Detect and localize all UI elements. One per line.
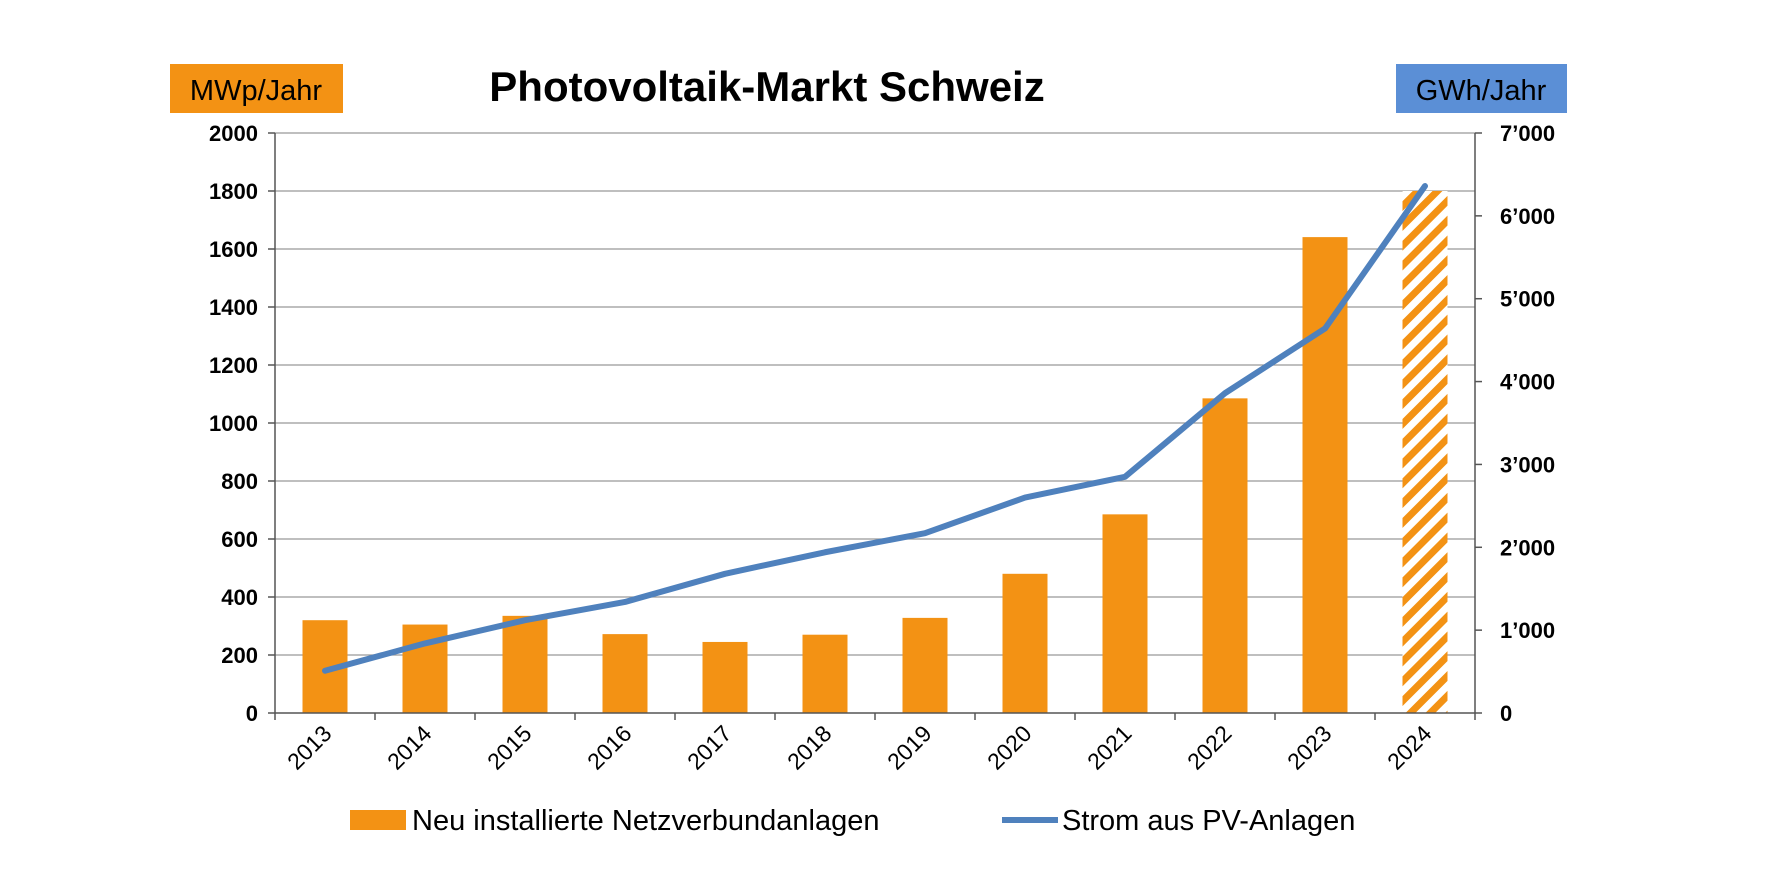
- category-label-2020: 2020: [982, 720, 1037, 775]
- bar-2017: [702, 641, 748, 713]
- right-tick-label: 1’000: [1500, 618, 1555, 643]
- right-tick-label: 4’000: [1500, 370, 1555, 395]
- left-tick-label: 800: [221, 469, 258, 494]
- legend-bar-label: Neu installierte Netzverbundanlagen: [412, 805, 880, 837]
- category-labels: 2013 2014 2015 2016 2017 2018 2019 2020 2021 2022…: [282, 720, 1437, 775]
- left-unit-box: [170, 64, 343, 113]
- left-tick-label: 1600: [209, 237, 258, 262]
- pv-strom-line: [322, 183, 1428, 674]
- bar-2018: [802, 634, 848, 713]
- left-axis-ticks: 0 200 400 600 800 1000 1200 1400 1600 1800 2000: [209, 121, 258, 726]
- category-label-2019: 2019: [882, 720, 937, 775]
- category-label-2022: 2022: [1182, 720, 1237, 775]
- left-tick-label: 1200: [209, 353, 258, 378]
- bar-2015: [502, 615, 548, 713]
- right-tick-label: 2’000: [1500, 535, 1555, 560]
- left-unit-label: MWp/Jahr: [190, 75, 322, 107]
- category-label-2021: 2021: [1082, 720, 1137, 775]
- left-tick-label: 400: [221, 585, 258, 610]
- bar-2019: [902, 617, 948, 713]
- bar-2020: [1002, 573, 1048, 713]
- bar-series: [302, 191, 1448, 714]
- right-tick-label: 7’000: [1500, 121, 1555, 146]
- bar-2024: [1402, 191, 1448, 713]
- right-unit-label: GWh/Jahr: [1416, 75, 1547, 107]
- left-tick-label: 1800: [209, 179, 258, 204]
- right-unit-box: [1396, 64, 1567, 113]
- left-tick-label: 0: [246, 701, 258, 726]
- right-tick-label: 6’000: [1500, 204, 1555, 229]
- category-label-2015: 2015: [482, 720, 537, 775]
- chart-title: Photovoltaik-Markt Schweiz: [489, 63, 1044, 110]
- gridlines: [275, 132, 1475, 656]
- right-tick-label: 0: [1500, 701, 1512, 726]
- category-label-2014: 2014: [382, 720, 437, 775]
- category-label-2013: 2013: [282, 720, 337, 775]
- right-axis-ticks: 0 1’000 2’000 3’000 4’000 5’000 6’000 7’000: [1500, 121, 1555, 726]
- line-series: [322, 183, 1428, 674]
- category-label-2018: 2018: [782, 720, 837, 775]
- bar-2023: [1302, 237, 1348, 714]
- left-tick-label: 1400: [209, 295, 258, 320]
- left-tick-label: 2000: [209, 121, 258, 146]
- left-tick-label: 200: [221, 643, 258, 668]
- category-label-2016: 2016: [582, 720, 637, 775]
- left-tick-label: 600: [221, 527, 258, 552]
- legend-bar-swatch: [350, 810, 406, 830]
- axes: [268, 132, 1482, 720]
- legend-line-label: Strom aus PV-Anlagen: [1062, 805, 1355, 837]
- bar-2021: [1102, 514, 1148, 713]
- category-label-2024: 2024: [1382, 720, 1437, 775]
- category-label-2023: 2023: [1282, 720, 1337, 775]
- bar-2022: [1202, 398, 1248, 713]
- bar-2016: [602, 634, 648, 713]
- right-tick-label: 3’000: [1500, 452, 1555, 477]
- category-label-2017: 2017: [682, 720, 737, 775]
- left-tick-label: 1000: [209, 411, 258, 436]
- right-tick-label: 5’000: [1500, 287, 1555, 312]
